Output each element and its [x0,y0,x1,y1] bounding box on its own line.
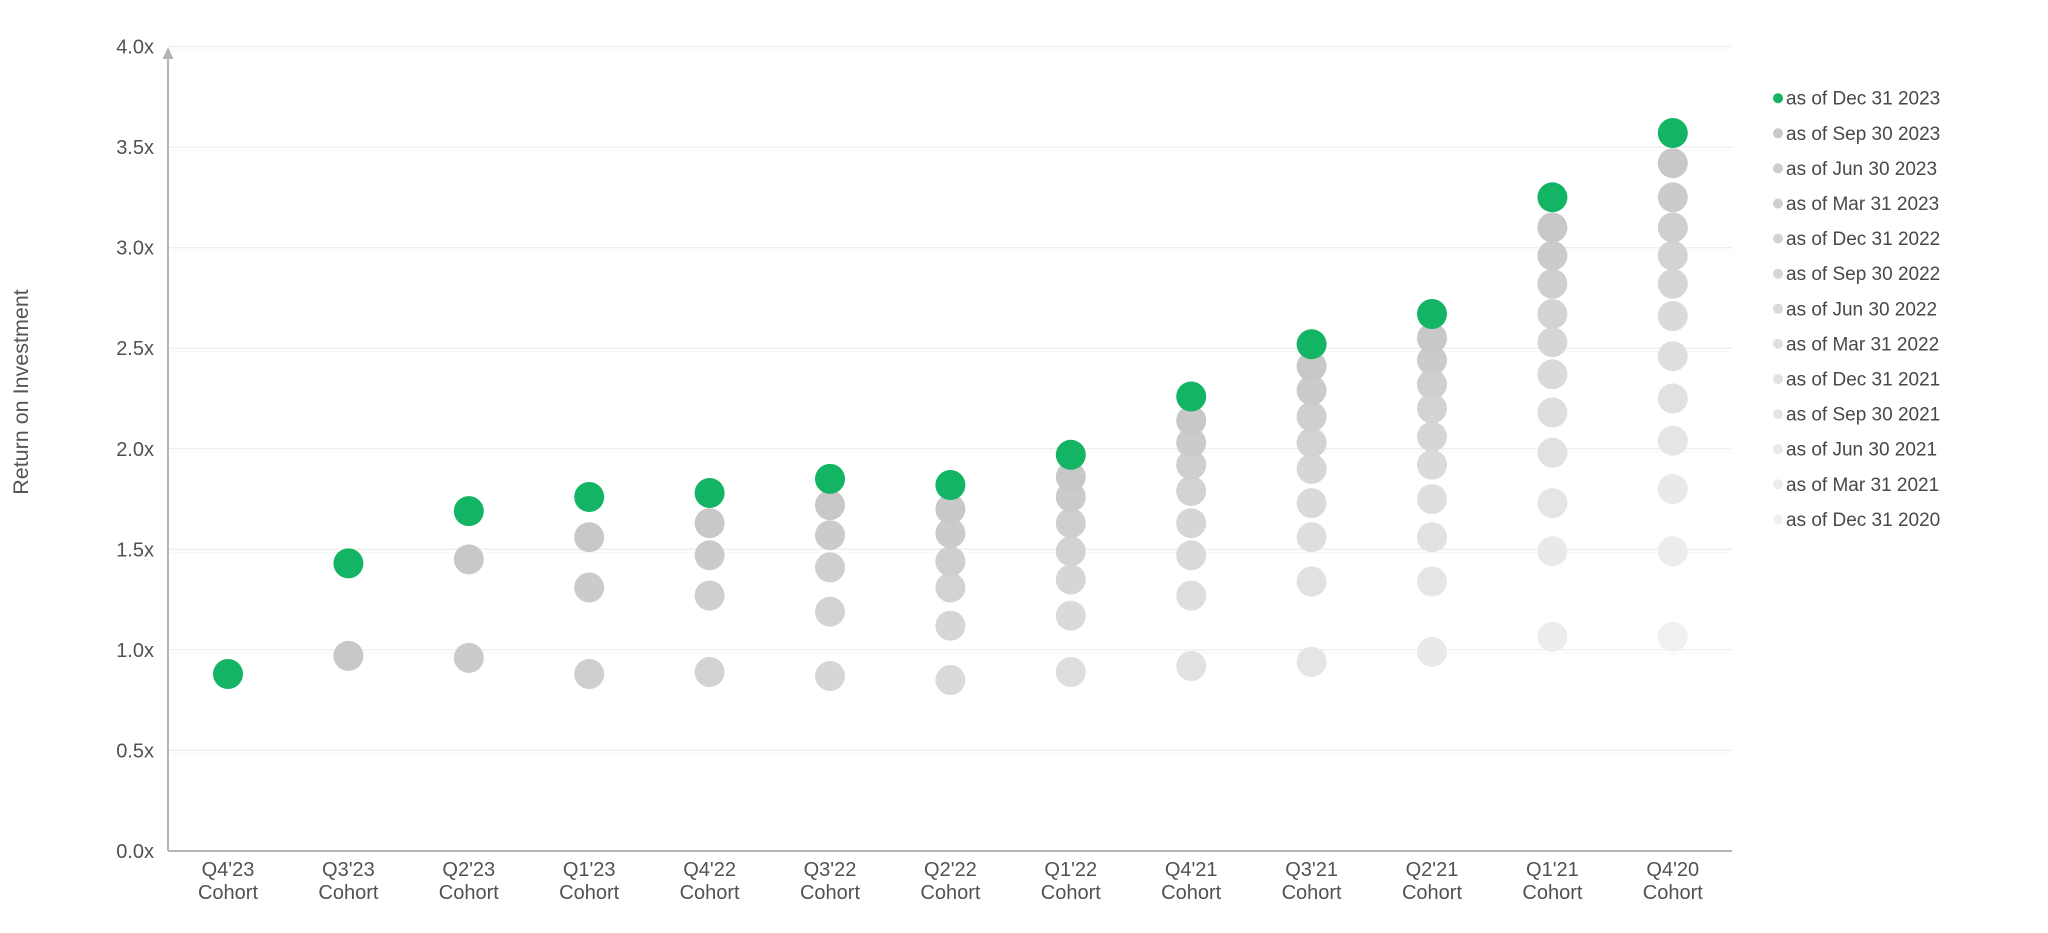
svg-text:as of Mar 31 2022: as of Mar 31 2022 [1786,334,1939,355]
svg-text:Cohort: Cohort [559,882,619,904]
svg-text:1.0x: 1.0x [116,640,154,662]
svg-text:as of Jun 30 2021: as of Jun 30 2021 [1786,440,1937,461]
svg-text:Cohort: Cohort [680,882,740,904]
svg-text:3.5x: 3.5x [116,137,154,159]
svg-text:as of Dec 31 2022: as of Dec 31 2022 [1786,229,1940,250]
svg-text:as of Dec 31 2021: as of Dec 31 2021 [1786,370,1940,391]
svg-text:Q3'21: Q3'21 [1285,859,1338,881]
svg-text:Cohort: Cohort [198,882,258,904]
svg-text:as of Dec 31 2020: as of Dec 31 2020 [1786,510,1940,531]
svg-text:Q4'20: Q4'20 [1646,859,1699,881]
svg-text:Q2'23: Q2'23 [442,859,495,881]
svg-text:Q4'21: Q4'21 [1165,859,1218,881]
svg-text:Q2'21: Q2'21 [1406,859,1459,881]
svg-text:2.0x: 2.0x [116,439,154,461]
svg-text:as of Dec 31 2023: as of Dec 31 2023 [1786,89,1940,110]
svg-text:1.5x: 1.5x [116,539,154,561]
svg-text:Q1'21: Q1'21 [1526,859,1579,881]
svg-text:as of Sep 30 2021: as of Sep 30 2021 [1786,405,1940,426]
svg-text:as of Sep 30 2023: as of Sep 30 2023 [1786,124,1940,145]
svg-text:Cohort: Cohort [1282,882,1342,904]
svg-text:0.0x: 0.0x [116,841,154,863]
svg-text:Cohort: Cohort [1402,882,1462,904]
svg-text:Cohort: Cohort [1161,882,1221,904]
svg-text:Cohort: Cohort [800,882,860,904]
svg-text:Q2'22: Q2'22 [924,859,977,881]
svg-text:Q1'22: Q1'22 [1044,859,1097,881]
svg-text:Q1'23: Q1'23 [563,859,616,881]
svg-text:Q3'23: Q3'23 [322,859,375,881]
svg-text:as of Mar 31 2021: as of Mar 31 2021 [1786,475,1939,496]
svg-text:Cohort: Cohort [439,882,499,904]
svg-text:as of Jun 30 2023: as of Jun 30 2023 [1786,159,1937,180]
svg-text:0.5x: 0.5x [116,740,154,762]
svg-text:Cohort: Cohort [1041,882,1101,904]
svg-text:Cohort: Cohort [318,882,378,904]
svg-text:3.0x: 3.0x [116,238,154,260]
svg-text:2.5x: 2.5x [116,338,154,360]
svg-text:as of Mar 31 2023: as of Mar 31 2023 [1786,194,1939,215]
svg-text:Cohort: Cohort [1522,882,1582,904]
svg-text:Q4'22: Q4'22 [683,859,736,881]
svg-text:Q4'23: Q4'23 [202,859,255,881]
svg-text:as of Jun 30 2022: as of Jun 30 2022 [1786,299,1937,320]
svg-text:Cohort: Cohort [920,882,980,904]
svg-text:Return on Investment: Return on Investment [9,289,33,495]
svg-text:Q3'22: Q3'22 [804,859,857,881]
svg-text:Cohort: Cohort [1643,882,1703,904]
svg-text:as of Sep 30 2022: as of Sep 30 2022 [1786,264,1940,285]
svg-text:4.0x: 4.0x [116,37,154,59]
